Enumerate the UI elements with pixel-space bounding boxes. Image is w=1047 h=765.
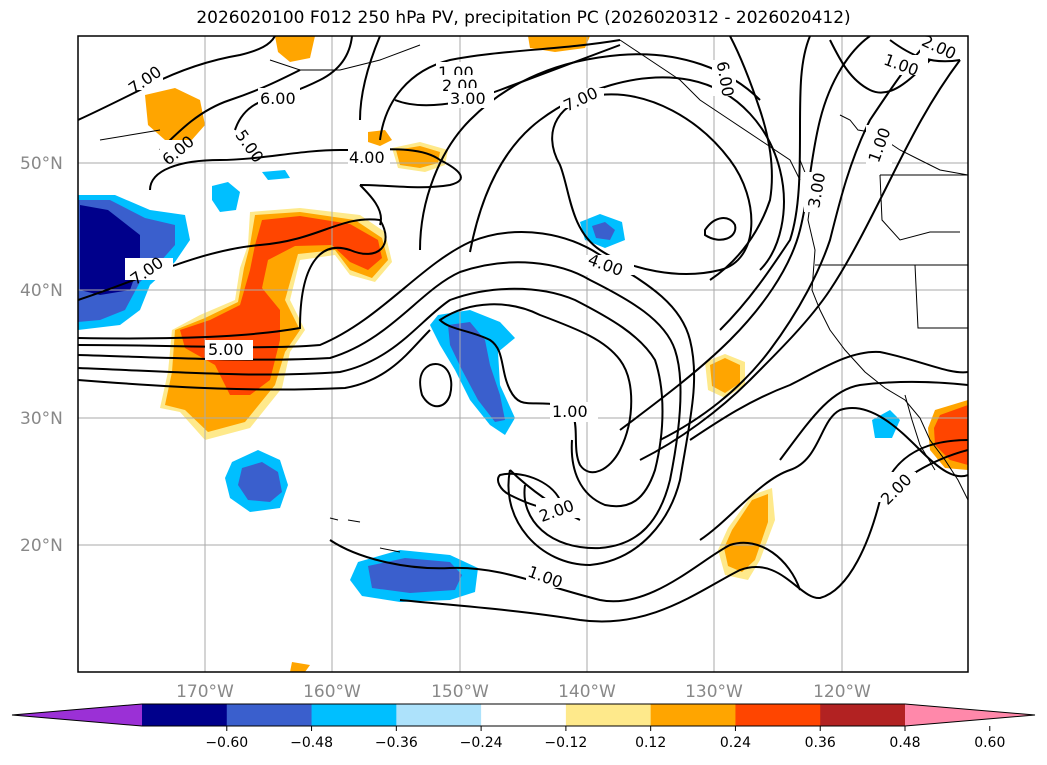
contour-label: 3.00 bbox=[450, 89, 486, 108]
pv-contours bbox=[78, 36, 968, 623]
precip-patch-negative bbox=[368, 558, 462, 593]
precip-patch-negative bbox=[448, 322, 505, 422]
colorbar-segment bbox=[820, 704, 906, 726]
pv-contour-line bbox=[419, 53, 761, 251]
lat-label: 40°N bbox=[20, 281, 63, 301]
precip-patch-negative bbox=[212, 182, 240, 212]
pv-contour-line bbox=[689, 350, 968, 441]
pv-contour-line bbox=[704, 217, 737, 241]
pv-contour-line bbox=[78, 329, 431, 391]
colorbar-extend-low bbox=[12, 704, 142, 726]
pv-contour-line bbox=[438, 303, 633, 474]
pv-contour-line bbox=[659, 39, 931, 441]
colorbar-segment bbox=[226, 704, 313, 726]
precip-patch-positive bbox=[724, 494, 768, 572]
contour-label: 4.00 bbox=[349, 148, 385, 167]
longitude-labels: 170°W 160°W 150°W 140°W 130°W 120°W bbox=[176, 682, 871, 702]
map-title: 2026020100 F012 250 hPa PV, precipitatio… bbox=[196, 8, 851, 28]
colorbar-tick-label: 0.36 bbox=[805, 735, 836, 751]
colorbar-tick-label: −0.12 bbox=[544, 735, 587, 751]
map-frame bbox=[77, 35, 969, 673]
colorbar-segment bbox=[481, 704, 567, 726]
precip-patch-positive bbox=[145, 88, 205, 142]
pv-contour-line bbox=[419, 363, 453, 408]
lon-label: 150°W bbox=[431, 682, 489, 702]
contour-label: 6.00 bbox=[260, 89, 296, 108]
colorbar-tick-label: −0.24 bbox=[460, 735, 503, 751]
pv-contour-line bbox=[359, 184, 382, 226]
pv-contour-line bbox=[469, 76, 785, 271]
colorbar-tick-label: −0.48 bbox=[290, 735, 333, 751]
lon-label: 170°W bbox=[176, 682, 234, 702]
lat-label: 50°N bbox=[20, 154, 63, 174]
pv-contour-line bbox=[699, 407, 968, 541]
pv-contour-line bbox=[329, 539, 801, 603]
latitude-labels: 50°N 40°N 30°N 20°N bbox=[20, 154, 63, 556]
colorbar-tick-label: 0.48 bbox=[889, 735, 920, 751]
colorbar-segment bbox=[650, 704, 736, 726]
colorbar-segment bbox=[735, 704, 821, 726]
lon-label: 140°W bbox=[558, 682, 616, 702]
contour-label: 1.00 bbox=[552, 402, 588, 421]
colorbar-tick-label: 0.12 bbox=[635, 735, 666, 751]
pv-contour-line bbox=[78, 261, 682, 550]
pv-contour-line bbox=[709, 36, 773, 281]
colorbar-segment bbox=[396, 704, 482, 726]
pv-contour-line bbox=[379, 39, 621, 141]
colorbar-tick-label: −0.36 bbox=[375, 735, 418, 751]
colorbar bbox=[11, 703, 1036, 727]
colorbar-tick-label: −0.60 bbox=[205, 735, 248, 751]
lat-label: 30°N bbox=[20, 409, 63, 429]
precip-patch-negative bbox=[592, 222, 615, 240]
lon-label: 160°W bbox=[303, 682, 361, 702]
pv-contour-line bbox=[78, 36, 276, 121]
pv-contour-line bbox=[829, 39, 931, 94]
pv-contour-line bbox=[78, 231, 696, 567]
precip-patch-positive bbox=[275, 36, 315, 62]
pv-contour-line bbox=[719, 36, 811, 331]
precip-patch-positive bbox=[290, 662, 310, 672]
precip-patch-negative bbox=[238, 462, 282, 502]
precip-patch-positive bbox=[710, 358, 740, 393]
lon-label: 130°W bbox=[685, 682, 743, 702]
colorbar-segment bbox=[142, 704, 228, 726]
colorbar-segment bbox=[565, 704, 652, 726]
pv-contour-line bbox=[78, 218, 387, 340]
pv-contour-line bbox=[359, 36, 381, 121]
pv-contour-line bbox=[779, 380, 968, 461]
colorbar-segment bbox=[311, 704, 397, 726]
pv-contour-line bbox=[619, 36, 871, 431]
lat-label: 20°N bbox=[20, 536, 63, 556]
pv-contour-line bbox=[394, 44, 621, 107]
pv-contour-line bbox=[78, 287, 664, 508]
colorbar-tick-label: 0.60 bbox=[974, 735, 1005, 751]
colorbar-outline bbox=[11, 703, 1036, 727]
pv-contour-line bbox=[639, 59, 961, 461]
colorbar-extend-high bbox=[905, 704, 1035, 726]
precip-patch-positive-strong bbox=[934, 405, 968, 465]
contour-label: 5.00 bbox=[208, 340, 244, 359]
precip-shading bbox=[78, 36, 968, 672]
precip-patch-negative bbox=[262, 170, 290, 180]
colorbar-ticks: −0.60 −0.48 −0.36 −0.24 −0.12 0.12 0.24 0.36 0.4… bbox=[205, 726, 1005, 751]
lon-label: 120°W bbox=[813, 682, 871, 702]
pv-contour-line bbox=[159, 69, 301, 151]
colorbar-tick-label: 0.24 bbox=[720, 735, 751, 751]
